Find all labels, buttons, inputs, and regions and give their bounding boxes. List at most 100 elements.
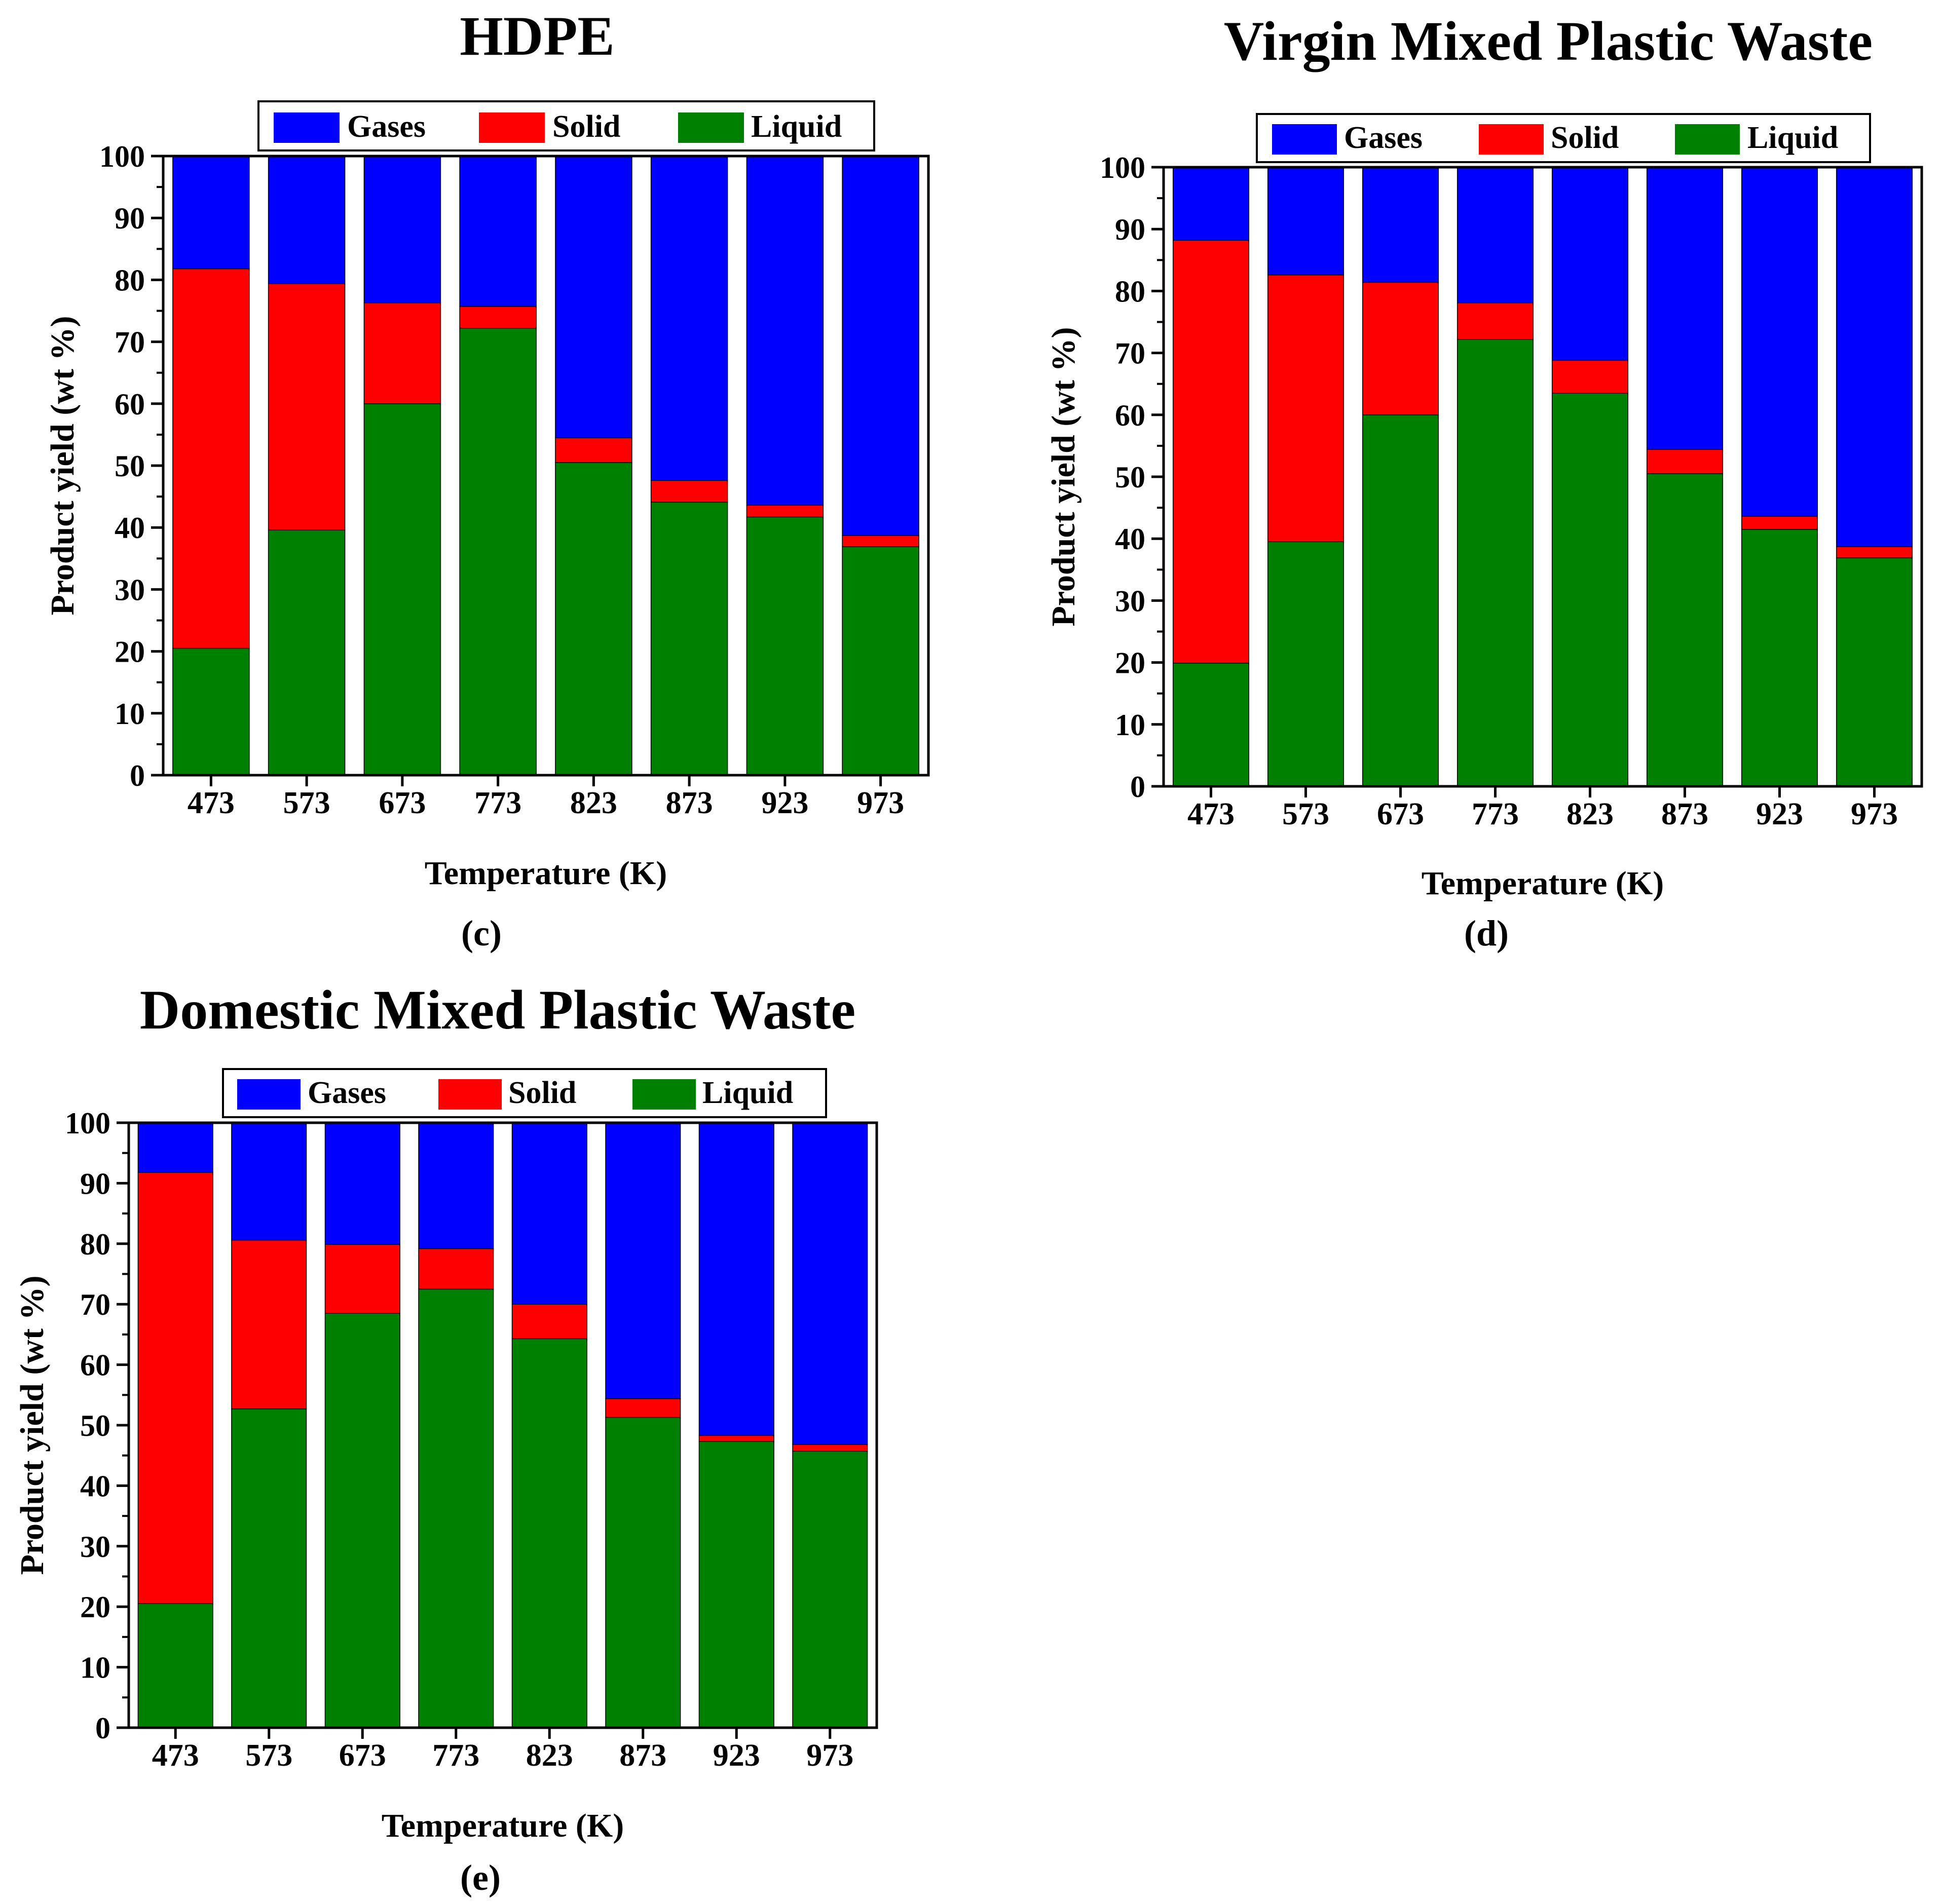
y-tick-label-50: 50 <box>115 449 145 483</box>
bar-liquid-973 <box>792 1451 868 1728</box>
panel-label: (c) <box>461 913 502 954</box>
legend-box <box>1256 113 1871 163</box>
x-axis: 473 573 673 773 823 873 923 973 <box>188 775 904 820</box>
bar-gases-573 <box>268 156 346 284</box>
y-tick-label-20: 20 <box>115 635 145 669</box>
x-tick-label-573: 573 <box>1282 797 1329 831</box>
x-tick-label-823: 823 <box>1566 797 1614 831</box>
x-axis: 473 573 673 773 823 873 923 973 <box>1187 786 1898 831</box>
bar-solid-823 <box>511 1304 587 1340</box>
bar-liquid-773 <box>418 1288 494 1728</box>
y-tick-label-50: 50 <box>80 1409 110 1442</box>
x-tick-label-473: 473 <box>152 1738 199 1773</box>
x-tick-label-923: 923 <box>713 1738 760 1773</box>
bar-gases-973 <box>1836 167 1913 547</box>
plot-bars <box>1172 167 1913 787</box>
bar-gases-573 <box>231 1122 307 1241</box>
x-tick-label-573: 573 <box>245 1738 292 1773</box>
bar-liquid-973 <box>842 546 919 776</box>
bar-liquid-823 <box>1551 393 1629 787</box>
bar-liquid-473 <box>137 1603 213 1728</box>
y-tick-label-30: 30 <box>115 573 145 606</box>
bar-gases-873 <box>650 156 728 481</box>
y-tick-label-50: 50 <box>1115 461 1145 494</box>
bar-gases-823 <box>555 156 632 438</box>
bar-gases-773 <box>459 156 537 307</box>
chart-panel-virgin-mixed: Virgin Mixed Plastic Waste 0 10 20 30 40 50 60… <box>1045 10 1923 954</box>
bar-solid-873 <box>650 480 728 503</box>
bar-solid-573 <box>268 283 346 530</box>
bar-liquid-773 <box>1456 338 1534 787</box>
bar-solid-923 <box>1741 516 1818 530</box>
y-tick-label-40: 40 <box>1115 522 1145 556</box>
x-tick-label-973: 973 <box>806 1738 853 1773</box>
bar-solid-573 <box>1267 274 1345 543</box>
bar-liquid-673 <box>363 403 441 776</box>
bar-liquid-923 <box>698 1441 774 1728</box>
x-tick-label-873: 873 <box>1661 797 1708 831</box>
y-tick-label-90: 90 <box>1115 213 1145 246</box>
x-tick-label-773: 773 <box>432 1738 479 1773</box>
legend-box <box>222 1068 827 1118</box>
legend-swatch-gases <box>1272 124 1337 155</box>
bar-liquid-673 <box>324 1313 400 1728</box>
legend-label-gases: Gases <box>1344 121 1423 155</box>
legend-swatch-solid <box>1479 124 1544 155</box>
y-tick-label-60: 60 <box>115 388 145 421</box>
bar-solid-973 <box>842 535 919 547</box>
bar-solid-673 <box>1362 282 1439 415</box>
x-tick-label-473: 473 <box>188 786 235 820</box>
bar-liquid-473 <box>172 648 250 776</box>
legend-box <box>257 100 875 151</box>
bar-liquid-823 <box>555 462 632 776</box>
y-tick-label-40: 40 <box>115 511 145 545</box>
bar-gases-773 <box>1456 167 1534 303</box>
panel-label: (d) <box>1464 913 1509 954</box>
bar-gases-473 <box>1172 167 1250 241</box>
legend-swatch-liquid <box>632 1079 696 1110</box>
bar-liquid-473 <box>1172 663 1250 787</box>
legend: Gases Solid Liquid <box>1256 113 1871 163</box>
y-tick-label-100: 100 <box>99 140 145 173</box>
bar-solid-923 <box>698 1435 774 1442</box>
x-tick-label-923: 923 <box>761 786 808 820</box>
y-tick-label-10: 10 <box>80 1651 110 1685</box>
y-axis-label: Product yield (wt %) <box>14 1276 51 1575</box>
y-tick-label-60: 60 <box>1115 399 1145 432</box>
bar-gases-873 <box>1646 167 1724 450</box>
y-tick-label-70: 70 <box>80 1288 110 1321</box>
y-tick-label-20: 20 <box>80 1590 110 1624</box>
x-tick-label-673: 673 <box>1377 797 1424 831</box>
y-tick-label-70: 70 <box>1115 337 1145 370</box>
bar-solid-973 <box>792 1444 868 1452</box>
legend-swatch-gases <box>237 1079 301 1110</box>
bar-gases-673 <box>324 1122 400 1245</box>
chart-title: Domestic Mixed Plastic Waste <box>140 979 855 1041</box>
x-tick-label-823: 823 <box>526 1738 573 1773</box>
y-tick-label-80: 80 <box>80 1228 110 1261</box>
bar-liquid-823 <box>511 1338 587 1728</box>
x-tick-label-873: 873 <box>619 1738 666 1773</box>
y-tick-label-40: 40 <box>80 1469 110 1503</box>
bar-gases-573 <box>1267 167 1345 276</box>
bar-gases-773 <box>418 1122 494 1249</box>
bar-gases-973 <box>792 1122 868 1445</box>
bar-solid-473 <box>172 268 250 649</box>
bar-solid-773 <box>459 306 537 329</box>
plot-bars <box>172 156 919 776</box>
x-tick-label-823: 823 <box>570 786 617 820</box>
y-tick-label-90: 90 <box>80 1167 110 1200</box>
bar-gases-673 <box>363 156 441 303</box>
y-axis-label: Product yield (wt %) <box>1045 327 1082 627</box>
bar-liquid-873 <box>650 502 728 776</box>
y-tick-label-10: 10 <box>1115 708 1145 742</box>
x-tick-label-473: 473 <box>1187 797 1235 831</box>
x-axis-label: Temperature (K) <box>382 1807 624 1844</box>
y-tick-label-60: 60 <box>80 1349 110 1382</box>
y-tick-label-80: 80 <box>1115 275 1145 308</box>
y-axis: 0 10 20 30 40 50 60 70 80 90 100 <box>1100 151 1164 804</box>
bar-solid-823 <box>555 437 632 463</box>
bar-gases-823 <box>1551 167 1629 361</box>
y-tick-label-10: 10 <box>115 697 145 731</box>
